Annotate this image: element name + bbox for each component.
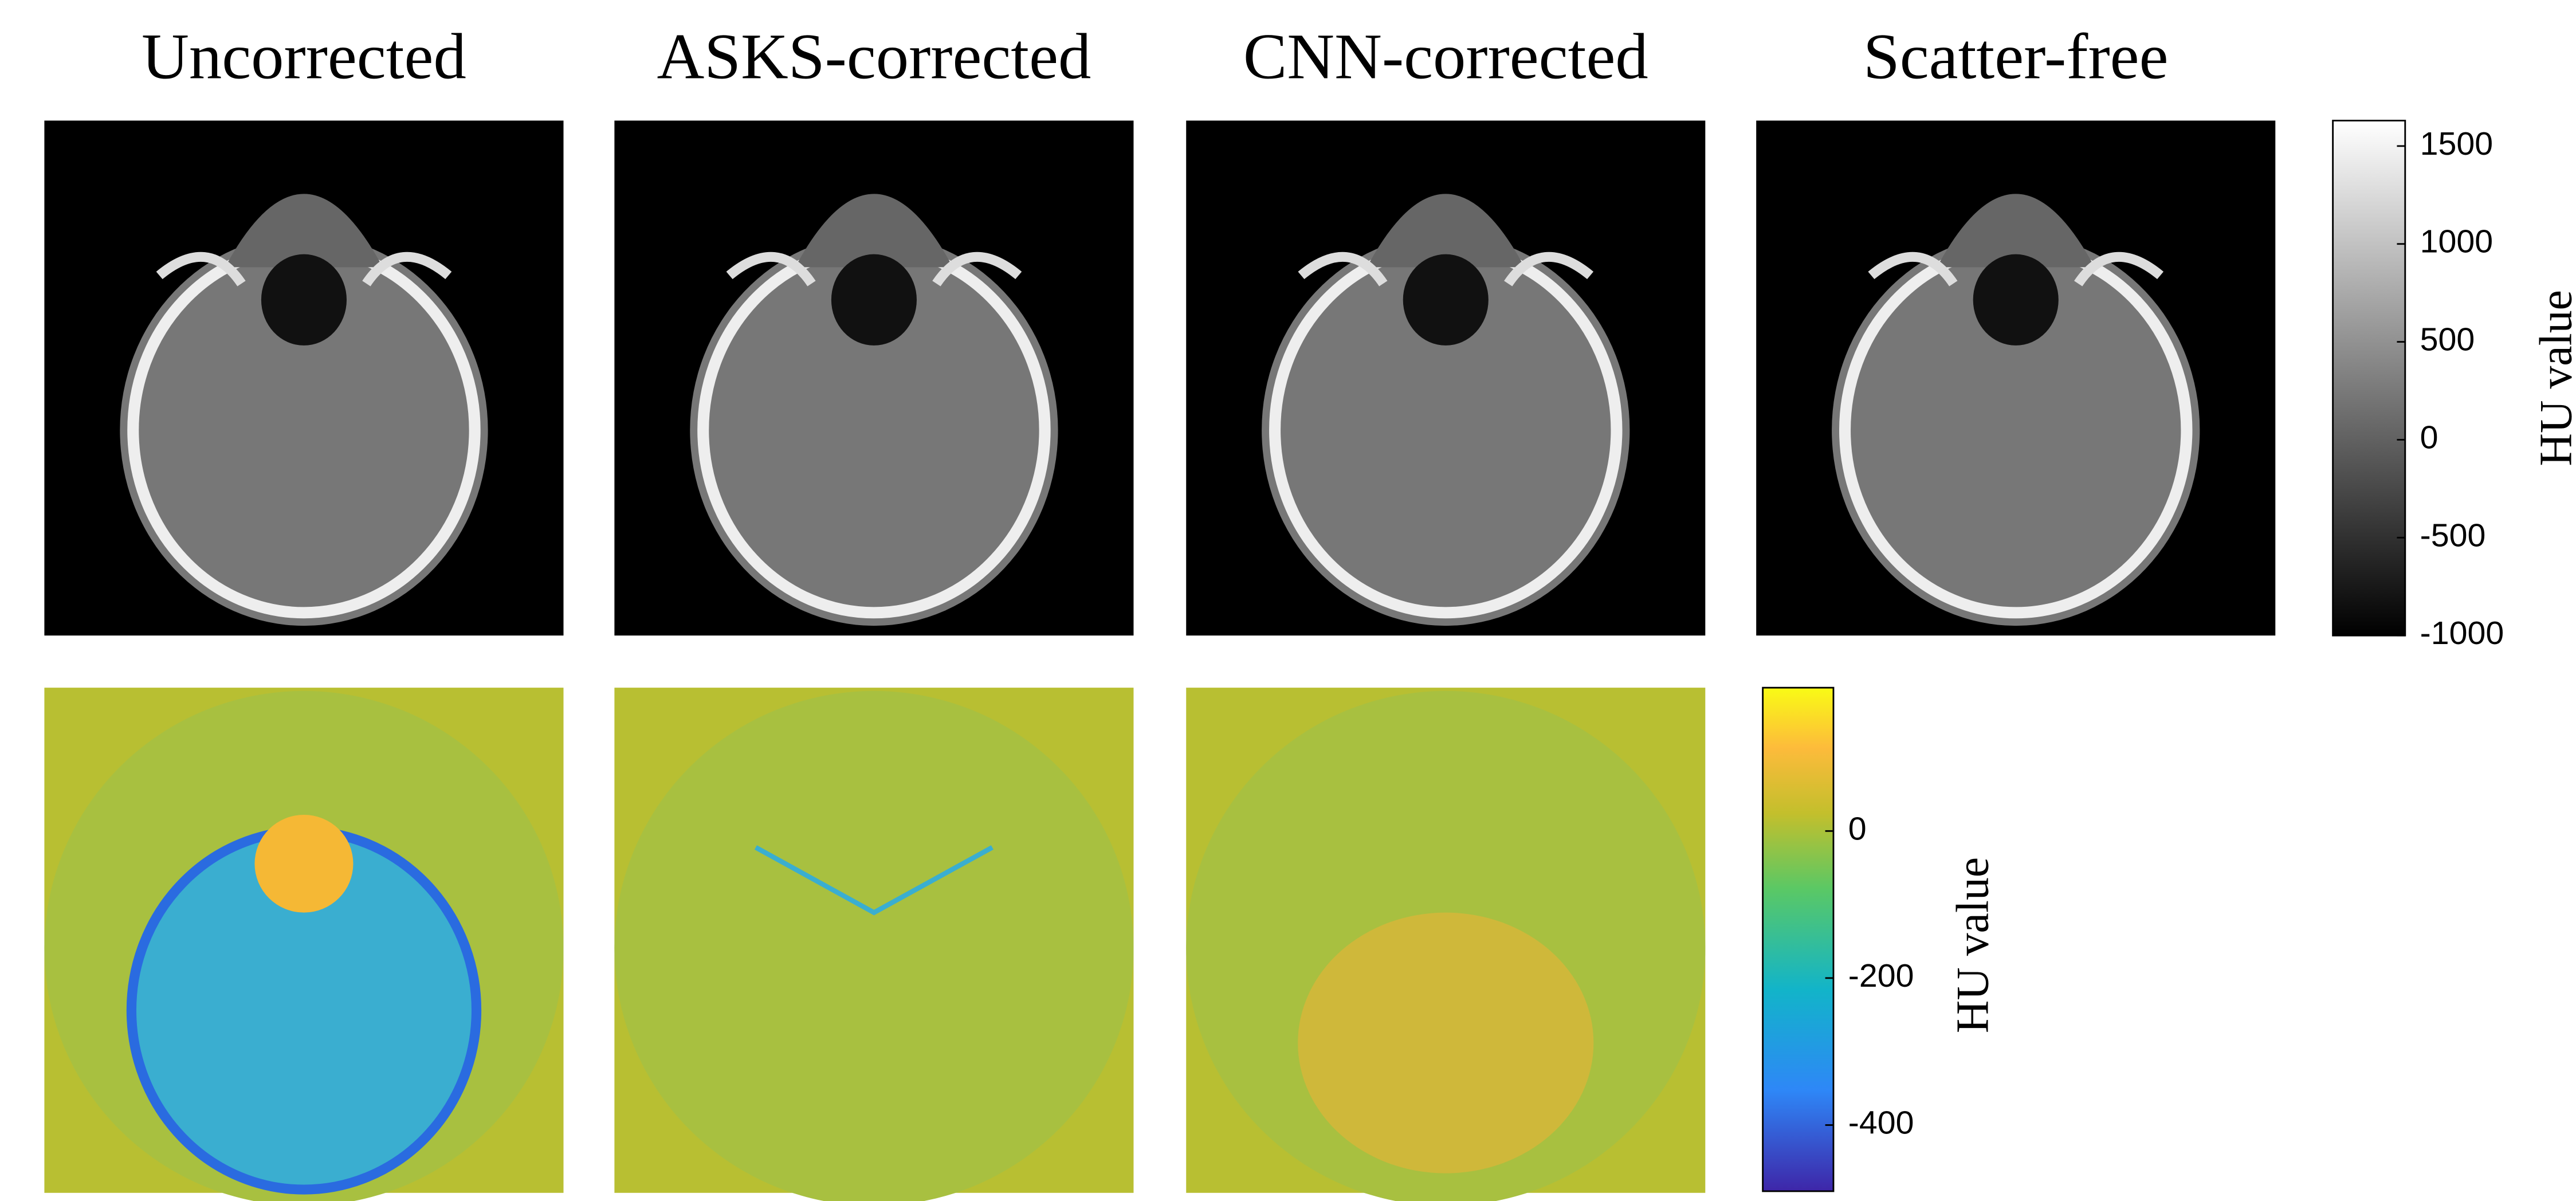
column-titles: Uncorrected ASKS-corrected CNN-corrected Sc… (142, 20, 2168, 92)
tick-label: 0 (2420, 419, 2438, 456)
tick-label: -500 (2420, 517, 2486, 554)
ct-image (1756, 120, 2275, 635)
tick-label: -200 (1848, 957, 1914, 994)
tick-label: -400 (1848, 1105, 1914, 1141)
difference-images (44, 688, 1705, 1201)
tick-label: 1000 (2420, 223, 2493, 260)
colorbar (2333, 120, 2405, 635)
ct-image (614, 120, 1133, 635)
difference-detail (1298, 913, 1593, 1173)
ct-images (44, 120, 2275, 635)
ct-image (44, 120, 563, 635)
tick-label: 500 (2420, 321, 2475, 358)
ct-image (1186, 120, 1705, 635)
colorbar (1763, 688, 1833, 1191)
tick-label: 1500 (2420, 125, 2493, 162)
figure: Uncorrected ASKS-corrected CNN-corrected Sc… (0, 0, 2576, 1201)
column-title: Uncorrected (142, 20, 466, 92)
column-title: ASKS-corrected (657, 20, 1091, 92)
difference-image (614, 688, 1133, 1201)
column-title: Scatter-free (1863, 20, 2168, 92)
colorbar-label: HU value (1947, 857, 1998, 1033)
page: {"columns": ["Uncorrected", "ASKS-correc… (0, 0, 2576, 1201)
difference-detail (254, 815, 353, 913)
tick-label: -1000 (2420, 615, 2504, 651)
column-title: CNN-corrected (1243, 20, 1648, 92)
colorbar-label: HU value (2531, 290, 2576, 466)
tick-label: 0 (1848, 811, 1867, 847)
